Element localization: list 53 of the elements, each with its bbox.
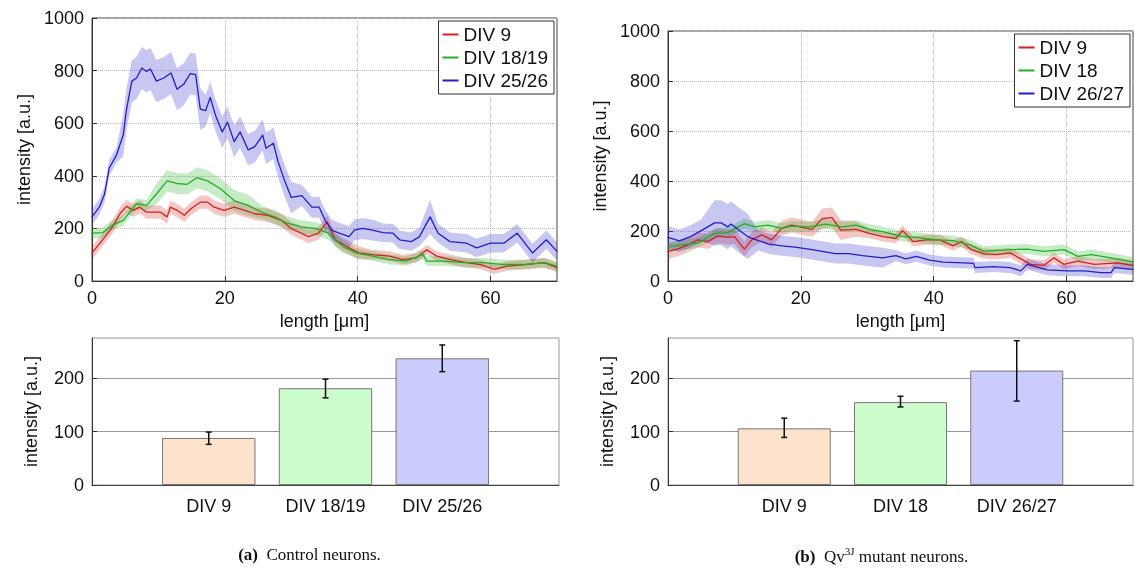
x-tick-label: 40 bbox=[923, 288, 944, 309]
y-axis-title: intensity [a.u.] bbox=[21, 355, 41, 468]
legend-label: DIV 26/27 bbox=[1039, 83, 1124, 104]
y-tick-label: 200 bbox=[53, 218, 84, 239]
y-tick-label: 200 bbox=[53, 368, 84, 389]
y-tick-label: 200 bbox=[629, 221, 660, 242]
bar bbox=[854, 402, 947, 485]
x-tick-label: DIV 18 bbox=[872, 496, 929, 516]
y-tick-label: 400 bbox=[53, 165, 84, 186]
x-tick-label: DIV 9 bbox=[186, 496, 232, 516]
x-tick-label: DIV 18/19 bbox=[285, 496, 366, 516]
y-tick-label: 1000 bbox=[43, 8, 84, 28]
bar bbox=[162, 437, 256, 485]
y-tick-label: 0 bbox=[649, 475, 660, 495]
bar bbox=[970, 370, 1064, 485]
x-tick-label: DIV 9 bbox=[761, 496, 807, 516]
text: (b) Qv$^{3J}$ mutant neurons. bbox=[793, 545, 970, 567]
x-tick-label: 0 bbox=[86, 288, 98, 309]
y-tick-label: 1000 bbox=[619, 21, 660, 41]
y-tick-label: 100 bbox=[53, 421, 84, 442]
y-tick-label: 0 bbox=[73, 271, 84, 292]
y-tick-label: 800 bbox=[53, 60, 84, 81]
y-axis-title: intensity [a.u.] bbox=[14, 94, 35, 206]
legend-label: DIV 9 bbox=[463, 24, 512, 45]
y-tick-label: 0 bbox=[73, 475, 84, 495]
line-series bbox=[667, 222, 1134, 274]
bar bbox=[278, 388, 373, 485]
x-tick-label: 0 bbox=[662, 288, 674, 309]
y-tick-label: 100 bbox=[629, 421, 660, 442]
x-tick-label: 20 bbox=[214, 288, 235, 309]
y-tick-label: 600 bbox=[53, 113, 84, 134]
y-tick-label: 200 bbox=[629, 368, 660, 389]
bar bbox=[737, 428, 831, 485]
bar bbox=[395, 358, 489, 485]
x-tick-label: DIV 26/27 bbox=[976, 496, 1057, 516]
x-tick-label: 60 bbox=[480, 288, 501, 309]
y-tick-label: 800 bbox=[629, 71, 660, 92]
y-tick-label: 600 bbox=[629, 121, 660, 142]
x-tick-label: 40 bbox=[347, 288, 368, 309]
x-axis-title: length [μm] bbox=[279, 311, 370, 331]
x-tick-label: 60 bbox=[1056, 288, 1077, 309]
y-axis-title: intensity [a.u.] bbox=[590, 100, 611, 212]
x-tick-label: 20 bbox=[790, 288, 811, 309]
y-tick-label: 400 bbox=[629, 171, 660, 192]
text: (a) Control neurons. bbox=[237, 545, 382, 565]
y-axis-title: intensity [a.u.] bbox=[597, 355, 617, 468]
legend-label: DIV 9 bbox=[1039, 37, 1088, 58]
legend-label: DIV 18/19 bbox=[463, 47, 548, 68]
legend-label: DIV 25/26 bbox=[463, 70, 548, 91]
x-tick-label: DIV 25/26 bbox=[402, 496, 483, 516]
legend-label: DIV 18 bbox=[1039, 60, 1098, 81]
y-tick-label: 0 bbox=[649, 271, 660, 292]
x-axis-title: length [μm] bbox=[855, 311, 946, 331]
